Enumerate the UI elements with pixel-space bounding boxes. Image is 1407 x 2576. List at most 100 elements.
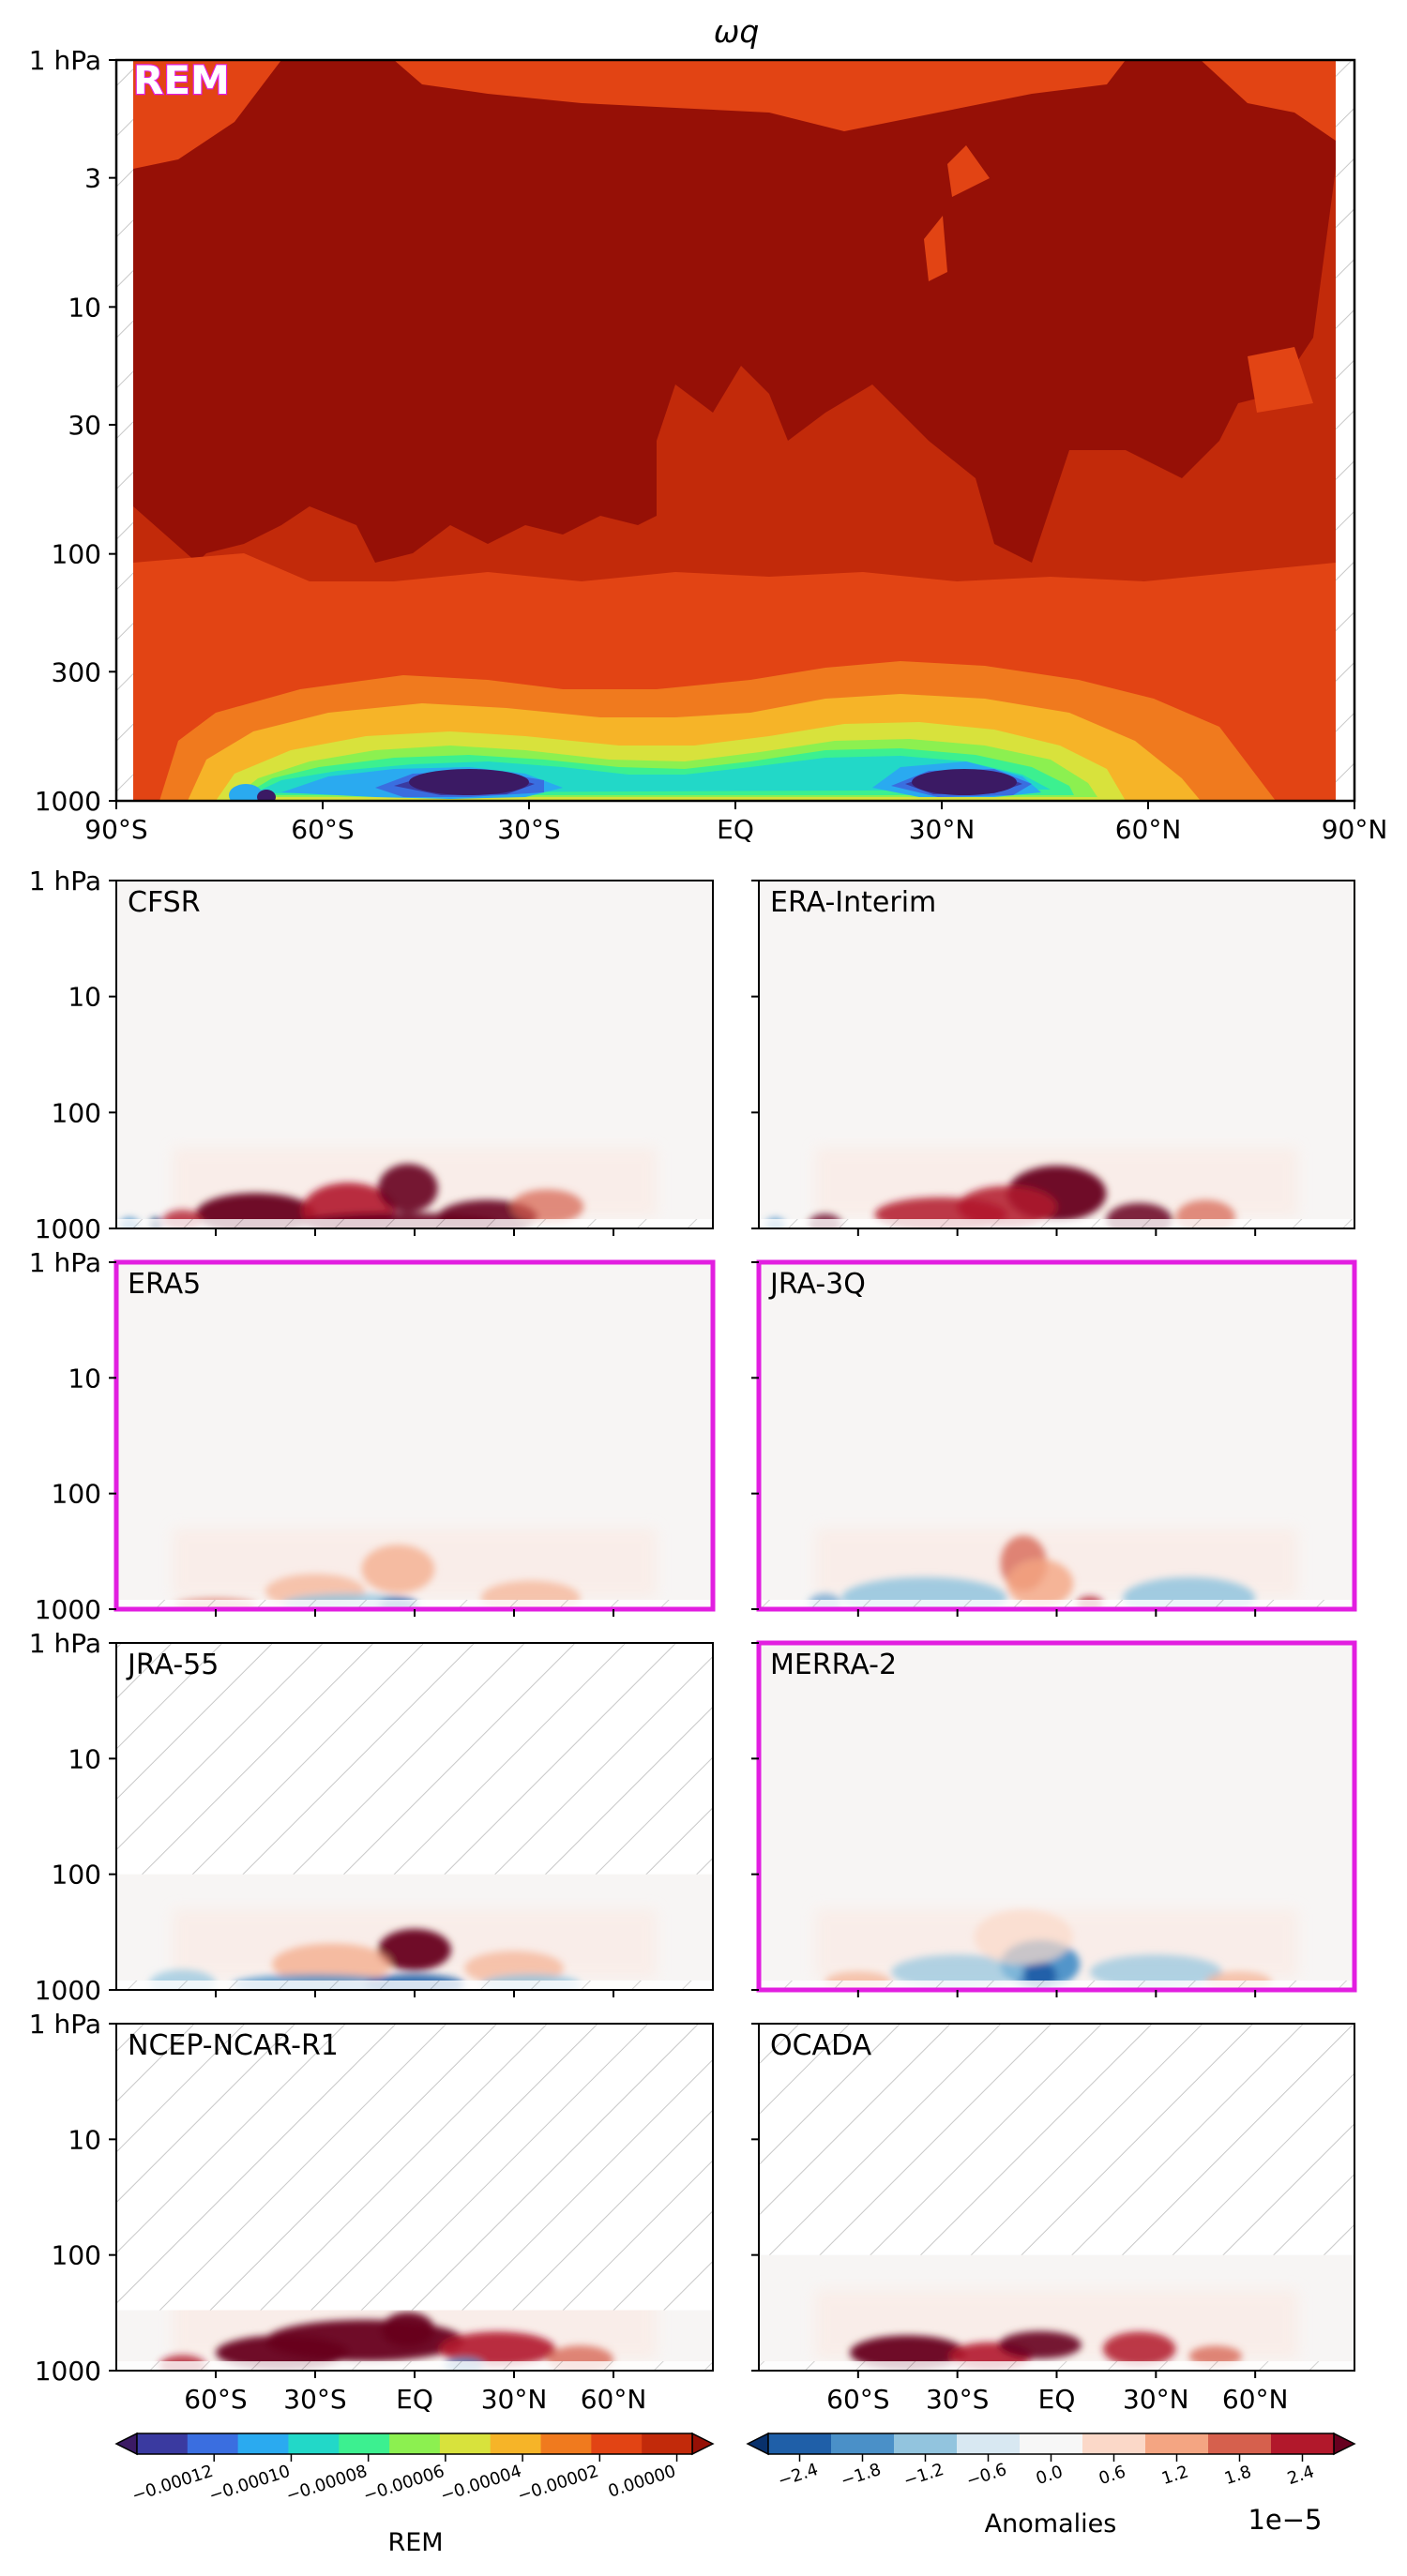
y-tick-label: 100 — [52, 1479, 101, 1510]
colorbar-tick-label: −1.2 — [901, 2460, 946, 2491]
anomalies-colorbar: −2.4 −1.8 −1.2 −0.6 0.0 0.6 1.2 1.8 2.4 — [746, 2432, 1356, 2492]
anomalies-colorbar-label: Anomalies — [985, 2509, 1117, 2538]
panel-merra-2: MERRA-2 — [751, 1640, 1357, 1997]
y-tick-label: 3 — [84, 163, 101, 194]
panel-label-merra-2: MERRA-2 — [770, 1649, 897, 1681]
panel-label-ocada: OCADA — [770, 2029, 872, 2062]
x-tick-label: 60°N — [581, 2384, 647, 2415]
surface-hatch — [116, 1219, 713, 1228]
colorbar-swatch — [288, 2433, 340, 2454]
anomaly-blob — [361, 1544, 435, 1594]
y-tick-label: 100 — [52, 2240, 101, 2271]
panel-field — [116, 1262, 713, 1609]
panel-field — [759, 1643, 1354, 1990]
colorbar-frame — [136, 2433, 693, 2455]
anomaly-blob — [998, 2330, 1082, 2359]
colorbar-swatch — [1020, 2433, 1083, 2454]
panel-field — [759, 1262, 1354, 1609]
rem-label: REM — [133, 57, 230, 103]
anomaly-blob — [378, 1929, 451, 1971]
rem-core-lowlat — [229, 784, 263, 801]
x-tick-label: 30°S — [497, 814, 560, 845]
surface-hatch — [759, 1600, 1354, 1609]
colorbar-swatch — [389, 2433, 441, 2454]
surface-hatch — [116, 1600, 713, 1609]
x-tick-label: 90°N — [1322, 814, 1388, 845]
panel-label-era-interim: ERA-Interim — [770, 886, 936, 919]
colorbar-tick-label: −0.6 — [964, 2460, 1009, 2491]
colorbar-tick-label: −0.00008 — [284, 2462, 371, 2507]
colorbar-swatch — [831, 2433, 895, 2454]
colorbar-tick-label: −0.00006 — [361, 2462, 447, 2507]
y-tick-label: 100 — [52, 1097, 101, 1128]
y-tick-label: 10 — [68, 2124, 101, 2155]
y-tick-label: 1 hPa — [29, 45, 101, 76]
panel-label-ncep-ncar-r1: NCEP-NCAR-R1 — [128, 2029, 339, 2062]
x-tick-label: EQ — [717, 814, 754, 845]
colorbar-extend-max — [691, 2432, 715, 2456]
missing-data-hatch — [759, 2024, 1354, 2255]
colorbar-extend-max — [1333, 2432, 1356, 2456]
colorbar-swatch — [237, 2433, 289, 2454]
surface-hatch — [759, 1981, 1354, 1990]
panel-ocada: OCADA 60°S 30°S EQ 30°N 60°N — [751, 2023, 1355, 2415]
rem-y-axis: 1 hPa 3 10 30 100 300 1000 — [29, 45, 116, 817]
surface-hatch — [116, 1981, 713, 1990]
x-tick-label: EQ — [1038, 2384, 1076, 2415]
x-tick-label: 90°S — [84, 814, 147, 845]
rem-band-8 — [375, 769, 1032, 797]
surface-hatch — [759, 1219, 1354, 1228]
colorbar-tick-label: 2.4 — [1285, 2462, 1317, 2489]
colorbar-swatch — [957, 2433, 1021, 2454]
rem-core-north — [912, 769, 1017, 795]
x-tick-label: 60°S — [184, 2384, 247, 2415]
y-tick-label: 1 hPa — [29, 1247, 101, 1278]
y-tick-label: 1000 — [35, 2356, 101, 2387]
anomaly-blob — [957, 1185, 1057, 1228]
colorbar-swatch — [339, 2433, 390, 2454]
colorbar-tick-label: −0.00012 — [129, 2462, 216, 2507]
panel-era-interim: ERA-Interim — [751, 880, 1355, 1236]
x-tick-label: 30°S — [283, 2384, 346, 2415]
y-tick-label: 1 hPa — [29, 866, 101, 896]
y-tick-label: 10 — [68, 1363, 101, 1393]
figure-title: ωq — [714, 13, 760, 50]
colorbar-swatch — [642, 2433, 693, 2454]
missing-data-hatch — [116, 1643, 713, 1875]
colorbar-tick-label: −0.00002 — [515, 2462, 601, 2507]
anomaly-blob — [1006, 1559, 1074, 1608]
y-tick-label: 10 — [68, 1743, 101, 1774]
colorbar-tick-label: 0.0 — [1034, 2462, 1066, 2489]
y-tick-label: 1000 — [35, 786, 101, 817]
colorbar-extend-min — [114, 2432, 138, 2456]
colorbar-swatch — [1145, 2433, 1209, 2454]
rem-upper-patch-top — [394, 60, 1126, 131]
rem-upper-sliver-1 — [947, 145, 990, 197]
rem-hatch-left — [116, 60, 133, 801]
colorbar-swatch — [137, 2433, 189, 2454]
rem-upper-dark — [133, 60, 1336, 563]
colorbar-swatch — [439, 2433, 492, 2454]
panel-label-jra-55: JRA-55 — [126, 1649, 219, 1681]
y-tick-label: 1 hPa — [29, 2009, 101, 2040]
colorbar-swatch — [490, 2433, 542, 2454]
anomaly-blob — [381, 2312, 435, 2347]
x-tick-label: 60°N — [1115, 814, 1182, 845]
y-tick-label: 100 — [52, 539, 101, 570]
colorbar-tick-label: −2.4 — [776, 2460, 821, 2491]
panel-field — [759, 881, 1354, 1228]
colorbar-swatch — [540, 2433, 592, 2454]
anomaly-blob — [974, 1909, 1074, 1966]
colorbar-swatch — [1082, 2433, 1146, 2454]
x-tick-label: 60°S — [826, 2384, 889, 2415]
x-tick-label: 60°S — [291, 814, 354, 845]
anomaly-blob — [510, 1189, 584, 1225]
rem-contours — [133, 60, 1336, 801]
panel-label-era5: ERA5 — [128, 1268, 201, 1301]
rem-colorbar-label: REM — [387, 2528, 443, 2557]
panel-era5: ERA5 1 hPa 10 100 1000 — [29, 1247, 716, 1625]
surface-hatch — [116, 2361, 713, 2371]
anomaly-blob — [1123, 1576, 1256, 1609]
colorbar-tick-label: −0.00004 — [438, 2462, 524, 2507]
